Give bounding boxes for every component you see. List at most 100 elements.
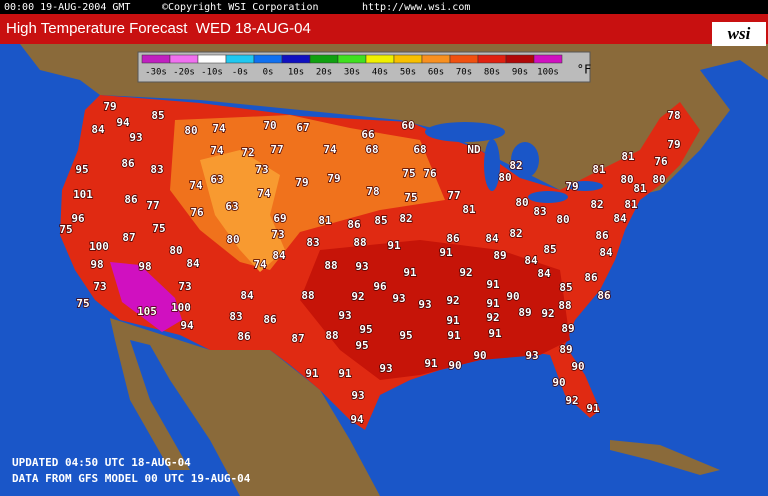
temperature-label: 88 [325,329,338,342]
temperature-label: 88 [558,299,571,312]
temperature-label: 75 [402,167,415,180]
source: DATA FROM GFS MODEL 00 UTC 19-AUG-04 [12,472,251,485]
legend-label: 90s [512,68,528,78]
hot-region [300,240,570,380]
temperature-label: 90 [571,360,584,373]
temperature-label: 92 [459,266,472,279]
legend-label: 50s [400,68,416,78]
temperature-label: 84 [272,249,286,262]
temperature-label: 95 [75,163,88,176]
temperature-label: 79 [667,138,680,151]
legend-label: 0s [263,68,274,78]
temperature-label: 79 [565,180,578,193]
lake [484,139,500,191]
temperature-label: 94 [180,319,194,332]
temperature-label: 77 [447,189,460,202]
temperature-label: 80 [652,173,665,186]
temperature-label: 63 [225,200,238,213]
temperature-label: 79 [295,176,308,189]
legend-label: -30s [145,68,167,78]
temperature-label: 74 [212,122,226,135]
logo: wsi [728,24,751,43]
state-label: ND [467,143,481,156]
temperature-label: 77 [146,199,159,212]
temperature-label: 80 [184,124,197,137]
legend-label: 30s [344,68,360,78]
temperature-label: 91 [305,367,319,380]
temperature-label: 93 [392,292,405,305]
temperature-label: 88 [353,236,366,249]
temperature-label: 89 [559,343,572,356]
legend-label: 20s [316,68,332,78]
temperature-label: 90 [448,359,461,372]
temperature-label: 86 [347,218,361,231]
cuba [610,440,720,475]
legend-label: 10s [288,68,304,78]
temperature-label: 76 [654,155,668,168]
temperature-label: 91 [447,329,461,342]
legend-label: -10s [201,68,223,78]
temperature-label: 91 [387,239,401,252]
temperature-label: 92 [486,311,499,324]
temperature-label: 96 [373,280,387,293]
legend-label: 80s [484,68,500,78]
temperature-label: 92 [565,394,578,407]
temperature-label: 86 [584,271,598,284]
legend-swatch [281,54,311,64]
temperature-label: 86 [595,229,609,242]
temperature-label: 63 [210,173,223,186]
temperature-label: 93 [418,298,431,311]
temperature-label: 91 [446,314,460,327]
temperature-label: 75 [152,222,165,235]
temperature-label: 66 [361,128,375,141]
timestamp: 00:00 19-AUG-2004 GMT [4,2,130,13]
temperature-label: 90 [552,376,565,389]
temperature-label: 73 [271,228,284,241]
temperature-label: 76 [190,206,204,219]
temperature-label: 81 [462,203,476,216]
temperature-label: 72 [241,146,254,159]
legend-label: 70s [456,68,472,78]
temperature-label: 82 [399,212,412,225]
logo-box [712,22,766,46]
temperature-label: 68 [413,143,426,156]
temperature-label: 73 [93,280,106,293]
legend-swatch [169,54,199,64]
legend-label: -20s [173,68,195,78]
legend-swatch [477,54,507,64]
legend-swatch [309,54,339,64]
legend-label: 40s [372,68,388,78]
legend-unit: °F [577,63,591,77]
temperature-label: 80 [556,213,569,226]
legend-label: 100s [537,68,559,78]
temperature-label: 85 [374,214,387,227]
temperature-label: 86 [597,289,611,302]
temperature-label: 90 [473,349,486,362]
temperature-label: 93 [355,260,368,273]
mexico-land [110,318,380,496]
temperature-label: 96 [71,212,85,225]
temperature-label: 84 [599,246,613,259]
mild-region [200,150,285,272]
temperature-label: 74 [189,179,203,192]
temperature-label: 81 [624,198,638,211]
temperature-label: 85 [151,109,164,122]
legend-swatch [365,54,395,64]
temperature-label: 74 [210,144,224,157]
temperature-label: 91 [439,246,453,259]
temperature-label: 86 [237,330,251,343]
temperature-label: 92 [541,307,554,320]
title-bar [0,14,768,44]
temperature-label: 80 [498,171,511,184]
temperature-label: 86 [446,232,460,245]
temperature-label: 88 [324,259,337,272]
temperature-label: 79 [327,172,340,185]
temperature-label: 92 [446,294,459,307]
temperature-label: 60 [401,119,414,132]
temperature-label: 84 [613,212,627,225]
legend-swatch [505,54,535,64]
temperature-label: 92 [351,290,364,303]
temperature-label: 81 [621,150,635,163]
legend-swatch [337,54,367,64]
temperature-label: 93 [338,309,351,322]
